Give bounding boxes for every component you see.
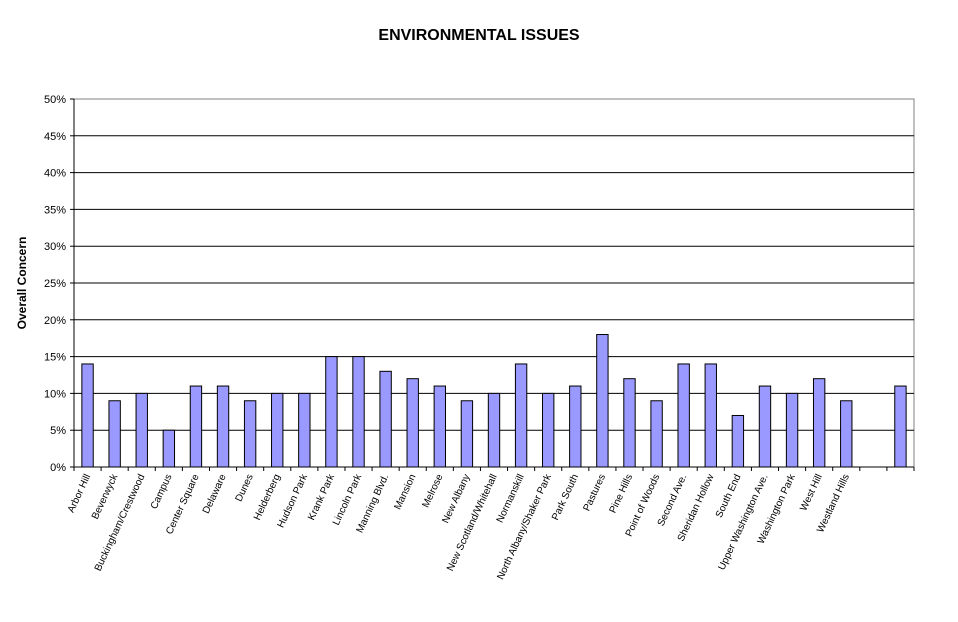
bar <box>379 370 392 468</box>
bar <box>542 392 555 468</box>
bar <box>433 385 446 468</box>
bars <box>81 334 907 468</box>
x-category-label: Pine Hills <box>608 473 636 515</box>
bar <box>298 392 311 468</box>
bar <box>596 334 609 468</box>
bar <box>135 392 148 468</box>
y-tick-label: 5% <box>50 425 66 437</box>
bar <box>325 356 338 468</box>
bar <box>677 363 690 468</box>
x-category-label: Krank Park <box>306 472 337 522</box>
y-tick-label: 45% <box>44 131 66 143</box>
bar <box>731 414 745 468</box>
x-category-label: Buckingham/Crestwood <box>93 473 148 573</box>
bar <box>162 429 176 468</box>
chart-title: ENVIRONMENTAL ISSUES <box>378 27 580 44</box>
x-category-label: Pastures <box>581 473 608 513</box>
bar <box>108 400 121 468</box>
bar <box>81 363 94 468</box>
y-tick-label: 0% <box>50 462 66 474</box>
y-tick-label: 50% <box>44 94 66 106</box>
bar <box>216 385 230 468</box>
bar <box>812 378 826 468</box>
x-category-label: Delaware <box>201 472 229 515</box>
bar <box>514 363 528 468</box>
x-category-label: Arbor Hill <box>66 473 93 515</box>
bar <box>623 378 636 468</box>
x-category-label: West Hill <box>798 473 825 513</box>
bar <box>704 363 717 468</box>
x-category-label: Upper Washington Ave. <box>717 473 771 572</box>
bar <box>487 392 501 468</box>
y-tick-label: 30% <box>44 241 66 253</box>
bar <box>243 400 257 468</box>
bar <box>271 392 284 468</box>
x-category-label: Park South <box>550 473 581 522</box>
y-tick-label: 20% <box>44 315 66 327</box>
bar <box>758 385 772 468</box>
y-axis-title: Overall Concern <box>15 237 29 330</box>
bar <box>352 356 365 468</box>
bar <box>569 385 582 468</box>
x-category-label: Melrose <box>421 472 446 509</box>
x-category-label: New Scotland/Whitehall <box>445 473 500 573</box>
grid-lines <box>74 135 914 431</box>
bar <box>406 378 419 468</box>
bar <box>189 385 203 468</box>
bar <box>894 385 907 468</box>
x-category-label: Helderberg <box>252 473 283 522</box>
bar <box>460 400 474 468</box>
y-tick-label: 40% <box>44 168 66 180</box>
y-tick-label: 25% <box>44 278 66 290</box>
y-tick-label: 15% <box>44 352 66 364</box>
y-tick-label: 35% <box>44 204 66 216</box>
x-category-label: Dunes <box>234 473 256 504</box>
y-tick-label: 10% <box>44 388 66 400</box>
y-tick-labels: 0% 5% 10% 15% 20% 25% 30% 35% 40% 45% 50% <box>44 94 74 474</box>
x-category-label: South End <box>714 473 744 520</box>
x-category-label: Normanskill <box>495 473 527 525</box>
bar <box>785 392 799 468</box>
bar <box>840 400 853 468</box>
x-category-label: New Albany <box>440 473 472 526</box>
x-category-label: Mansion <box>392 473 418 512</box>
x-category-label: Campus <box>149 473 175 511</box>
x-category-label: North Albany/Shaker Park <box>495 472 554 582</box>
bar <box>650 400 663 468</box>
x-category-label: Beverwyck <box>90 472 121 521</box>
